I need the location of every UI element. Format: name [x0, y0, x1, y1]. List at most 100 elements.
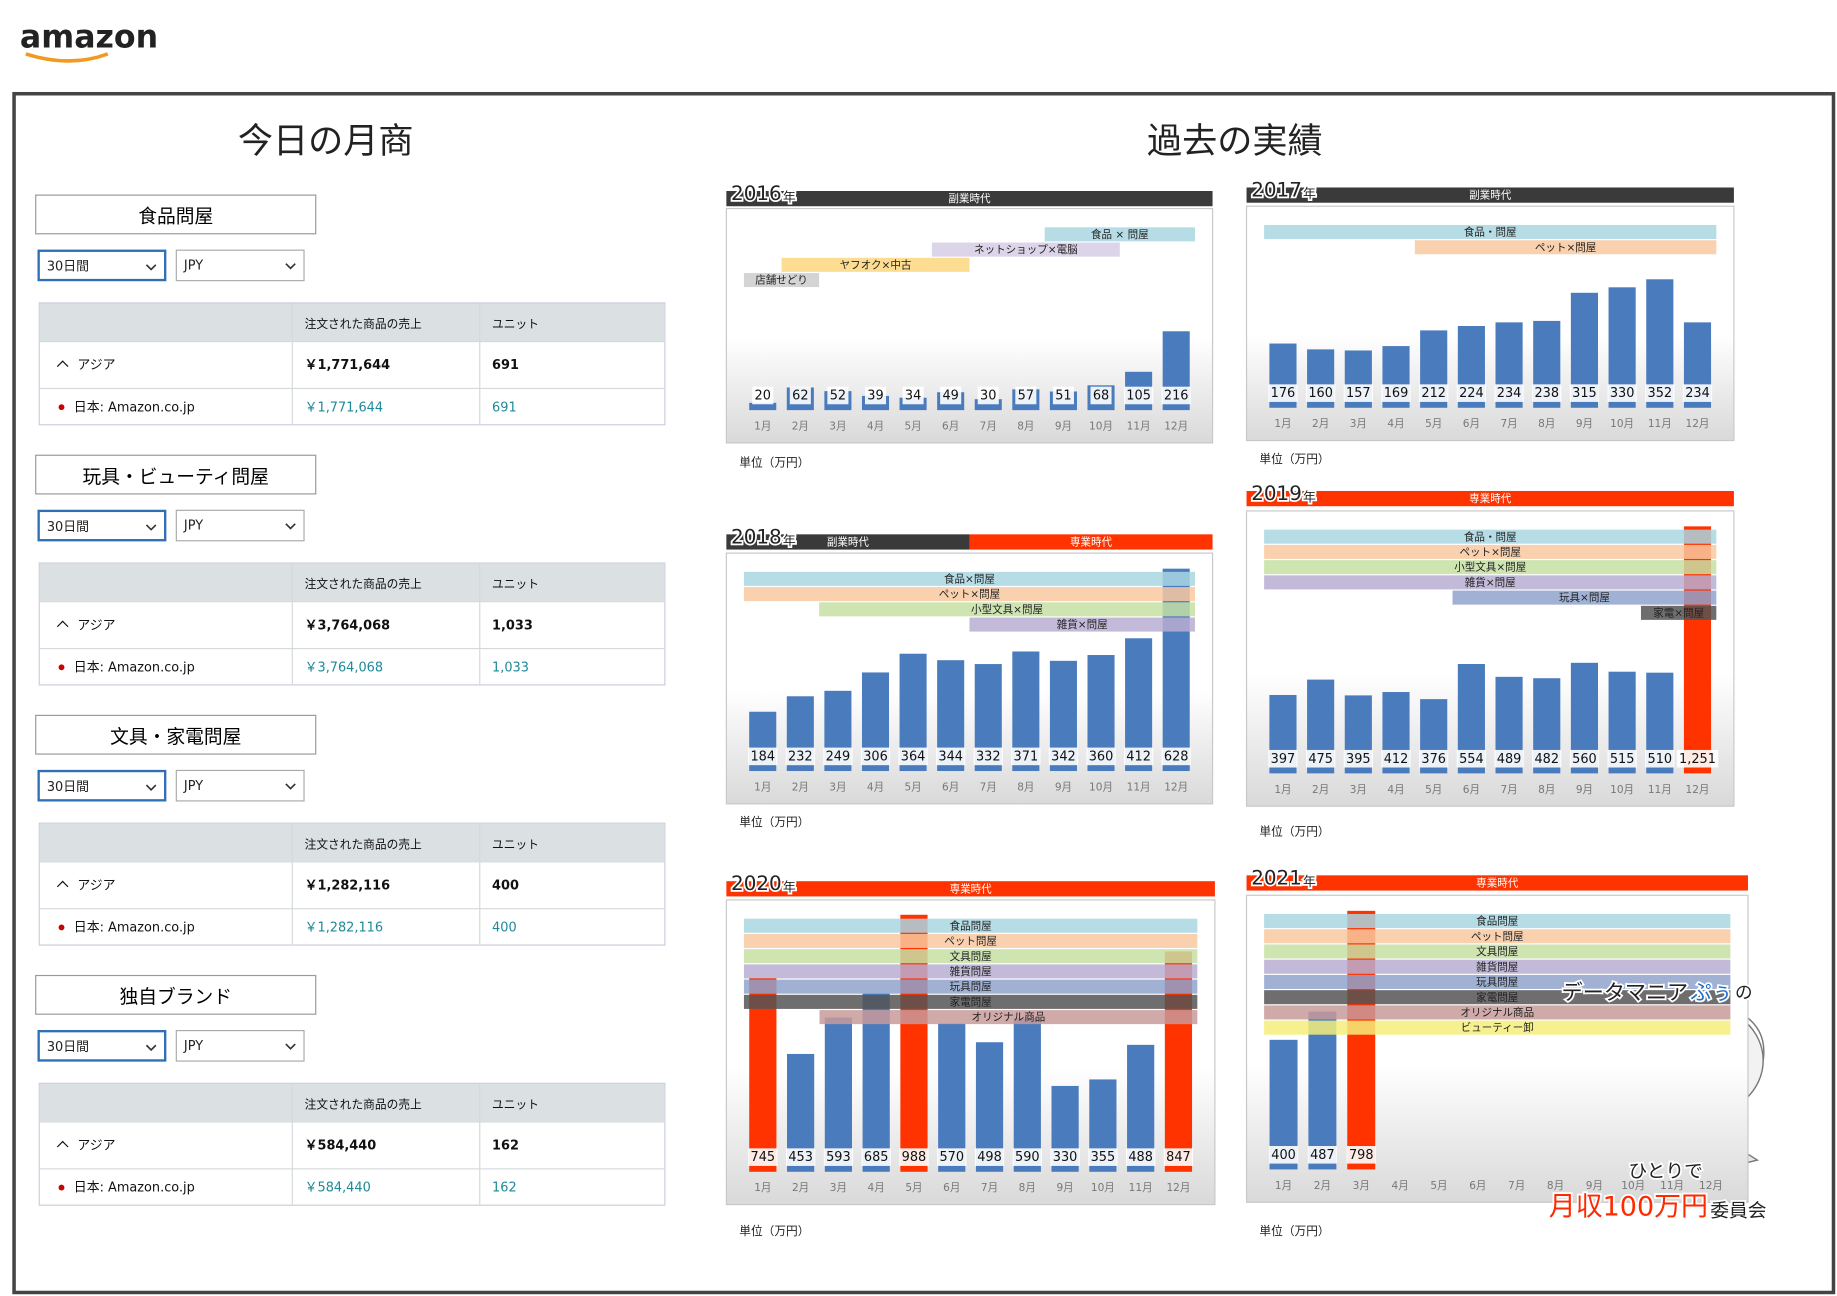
- segment-band: [743, 949, 1198, 964]
- currency-select[interactable]: JPY: [175, 509, 305, 542]
- value-label: 212: [1421, 386, 1446, 401]
- unit-note: 単位（万円）: [739, 455, 809, 469]
- period-select[interactable]: 30日間: [37, 249, 167, 282]
- x-tick-label: 7月: [1508, 1180, 1525, 1192]
- cell-text: 1,033: [492, 659, 529, 675]
- value-label: 39: [867, 389, 883, 404]
- value-label-bg: [1052, 386, 1074, 405]
- x-tick-label: 12月: [1686, 418, 1710, 430]
- value-label: 510: [1648, 752, 1673, 767]
- segment-band: [1264, 990, 1731, 1005]
- value-label: 169: [1384, 386, 1409, 401]
- value-label: 453: [788, 1150, 813, 1165]
- cell-text: 162: [492, 1179, 517, 1195]
- value-label: 160: [1308, 386, 1333, 401]
- value-label-bg: [1645, 749, 1675, 768]
- period-select[interactable]: 30日間: [37, 769, 167, 802]
- x-tick-label: 7月: [981, 1182, 998, 1194]
- value-label: 249: [826, 749, 851, 764]
- x-tick-label: 3月: [1350, 784, 1367, 796]
- value-label: 570: [939, 1150, 964, 1165]
- period: 30日間: [46, 518, 90, 534]
- region: 日本: Amazon.co.jp: [40, 648, 292, 685]
- x-tick-label: 6月: [943, 1182, 960, 1194]
- era-bar: [726, 191, 1213, 207]
- year-suffix: 年: [1303, 187, 1316, 202]
- currency-select[interactable]: JPY: [175, 249, 305, 282]
- x-tick-label: 2月: [1312, 784, 1329, 796]
- column-header: ユニット: [479, 563, 664, 602]
- cell-text: ￥1,282,116: [304, 877, 391, 893]
- sales: ￥1,771,644: [291, 387, 479, 426]
- cell-text: 691: [492, 356, 519, 373]
- cell-text: アジア: [77, 1137, 116, 1154]
- segment-label: 小型文具×問屋: [1454, 561, 1526, 574]
- x-tick-label: 4月: [867, 781, 884, 793]
- row-divider: [39, 340, 665, 343]
- x-tick-label: 1月: [754, 421, 771, 433]
- cell-text: ￥3,764,068: [304, 659, 384, 675]
- value-label-bg: [823, 747, 853, 766]
- segment-band: [743, 918, 1198, 933]
- value-label: 628: [1164, 749, 1189, 764]
- year: 2021: [1251, 866, 1302, 889]
- value-label-bg: [1494, 384, 1524, 402]
- x-tick-label: 3月: [829, 781, 846, 793]
- value-label-bg: [1569, 749, 1600, 768]
- segment-label: 食品・問屋: [1464, 530, 1517, 543]
- currency-select[interactable]: JPY: [175, 1030, 305, 1062]
- value-label: 105: [1126, 389, 1151, 404]
- column-header: ユニット: [479, 1083, 664, 1122]
- value-label: 49: [942, 389, 958, 404]
- value-label-bg: [1343, 749, 1373, 768]
- era-label: 専業時代: [1469, 492, 1512, 505]
- value-label: 397: [1271, 752, 1296, 767]
- logo: amazon: [20, 20, 158, 56]
- segment-label: 雑貨×問屋: [1057, 618, 1108, 631]
- bar: [824, 1017, 852, 1172]
- chevron: [285, 523, 296, 530]
- collapse-icon[interactable]: [56, 1140, 69, 1153]
- value-label-bg: [1163, 1148, 1194, 1166]
- value-label-bg: [1419, 749, 1449, 768]
- x-tick-label: 6月: [942, 781, 959, 793]
- x-tick-label: 1月: [1275, 1180, 1292, 1192]
- sales: ￥3,764,068: [291, 601, 479, 648]
- segment-label: 家電×問屋: [1653, 606, 1704, 619]
- collapse-icon[interactable]: [56, 360, 69, 372]
- value-label: 475: [1308, 752, 1333, 767]
- chevron-path: [285, 523, 296, 530]
- period-select[interactable]: 30日間: [37, 1030, 167, 1062]
- value-label-bg: [974, 1148, 1005, 1166]
- value-label: 590: [1015, 1150, 1040, 1165]
- value-label-bg: [1343, 384, 1373, 402]
- cell-text: 1,033: [492, 616, 533, 633]
- x-tick-label: 8月: [1017, 421, 1034, 433]
- row-divider: [39, 1121, 665, 1123]
- value-label: 554: [1459, 752, 1484, 767]
- segment-label: 雑貨×問屋: [1465, 576, 1516, 589]
- x-tick-label: 1月: [1274, 784, 1291, 796]
- unit-note: 単位（万円）: [1259, 452, 1329, 466]
- chevron-path: [145, 264, 157, 271]
- section-name: 独自ブランド: [35, 974, 317, 1015]
- segment-band: [819, 602, 1195, 617]
- period-select[interactable]: 30日間: [37, 509, 167, 542]
- segment-label: 食品問屋: [950, 919, 992, 932]
- bar: [749, 402, 777, 411]
- collapse-icon[interactable]: [56, 620, 69, 633]
- currency-select[interactable]: JPY: [175, 769, 305, 802]
- table-header: [39, 303, 665, 341]
- year-suffix: 年: [783, 191, 796, 206]
- value-label: 515: [1610, 752, 1635, 767]
- chevron-path: [285, 783, 296, 790]
- region-dot: [58, 403, 65, 410]
- value-label: 306: [863, 749, 888, 764]
- value-label-bg: [1456, 749, 1487, 768]
- value-label-bg: [785, 1148, 816, 1166]
- chevron: [145, 524, 157, 531]
- column-header: 注文された商品の売上: [291, 303, 479, 341]
- collapse-icon[interactable]: [56, 880, 69, 893]
- value-label-bg: [1676, 749, 1719, 768]
- x-tick-label: 5月: [905, 1182, 922, 1194]
